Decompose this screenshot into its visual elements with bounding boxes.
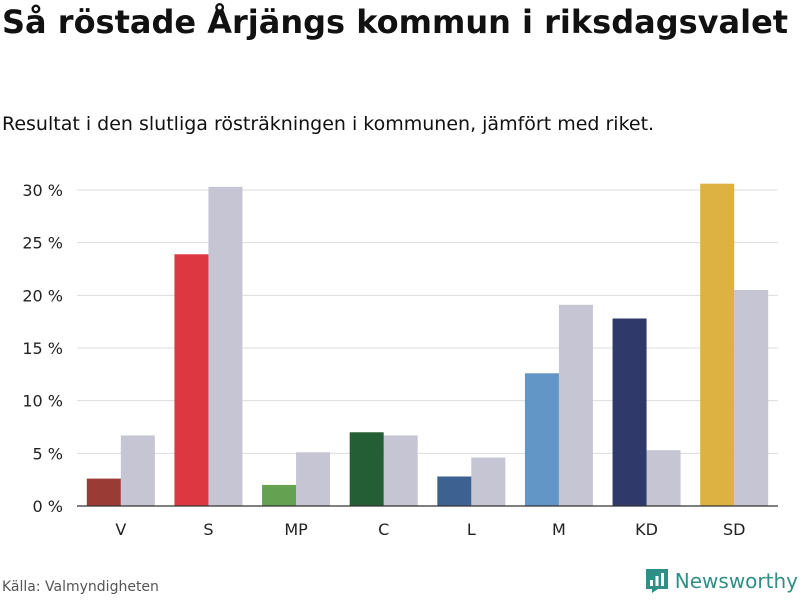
bar-riket-M bbox=[558, 304, 593, 506]
bar-riket-C bbox=[383, 435, 418, 506]
bar-kommun-M bbox=[524, 373, 559, 506]
brand: Newsworthy bbox=[645, 568, 798, 594]
bar-kommun-C bbox=[349, 432, 384, 506]
bar-riket-SD bbox=[734, 290, 769, 506]
chart-title: Så röstade Årjängs kommun i riksdagsvale… bbox=[2, 3, 789, 41]
y-tick-label: 0 % bbox=[33, 497, 63, 516]
bar-riket-S bbox=[208, 186, 243, 506]
bar-kommun-SD bbox=[700, 183, 735, 506]
y-tick-label: 5 % bbox=[33, 444, 63, 463]
bar-riket-V bbox=[120, 435, 155, 506]
bar-kommun-V bbox=[86, 478, 121, 506]
source-note: Källa: Valmyndigheten bbox=[2, 579, 159, 595]
y-tick-label: 30 % bbox=[22, 181, 63, 200]
x-tick-label: S bbox=[203, 520, 213, 539]
x-tick-label: V bbox=[115, 520, 126, 539]
x-tick-label: KD bbox=[635, 520, 658, 539]
x-tick-label: L bbox=[467, 520, 476, 539]
bar-kommun-L bbox=[437, 476, 472, 506]
bar-kommun-S bbox=[174, 254, 209, 506]
chart-subtitle: Resultat i den slutliga rösträkningen i … bbox=[2, 113, 655, 135]
x-tick-label: M bbox=[552, 520, 566, 539]
y-tick-label: 20 % bbox=[22, 286, 63, 305]
y-tick-label: 25 % bbox=[22, 234, 63, 253]
brand-name: Newsworthy bbox=[674, 569, 798, 593]
y-tick-label: 15 % bbox=[22, 339, 63, 358]
x-tick-label: SD bbox=[723, 520, 745, 539]
newsworthy-logo-icon bbox=[645, 569, 668, 593]
bar-riket-MP bbox=[296, 452, 331, 506]
bar-kommun-MP bbox=[262, 484, 297, 506]
bar-riket-KD bbox=[646, 450, 681, 506]
bar-riket-L bbox=[471, 457, 506, 506]
y-tick-label: 10 % bbox=[22, 392, 63, 411]
bar-kommun-KD bbox=[612, 318, 647, 506]
x-tick-label: MP bbox=[284, 520, 308, 539]
x-tick-label: C bbox=[378, 520, 389, 539]
